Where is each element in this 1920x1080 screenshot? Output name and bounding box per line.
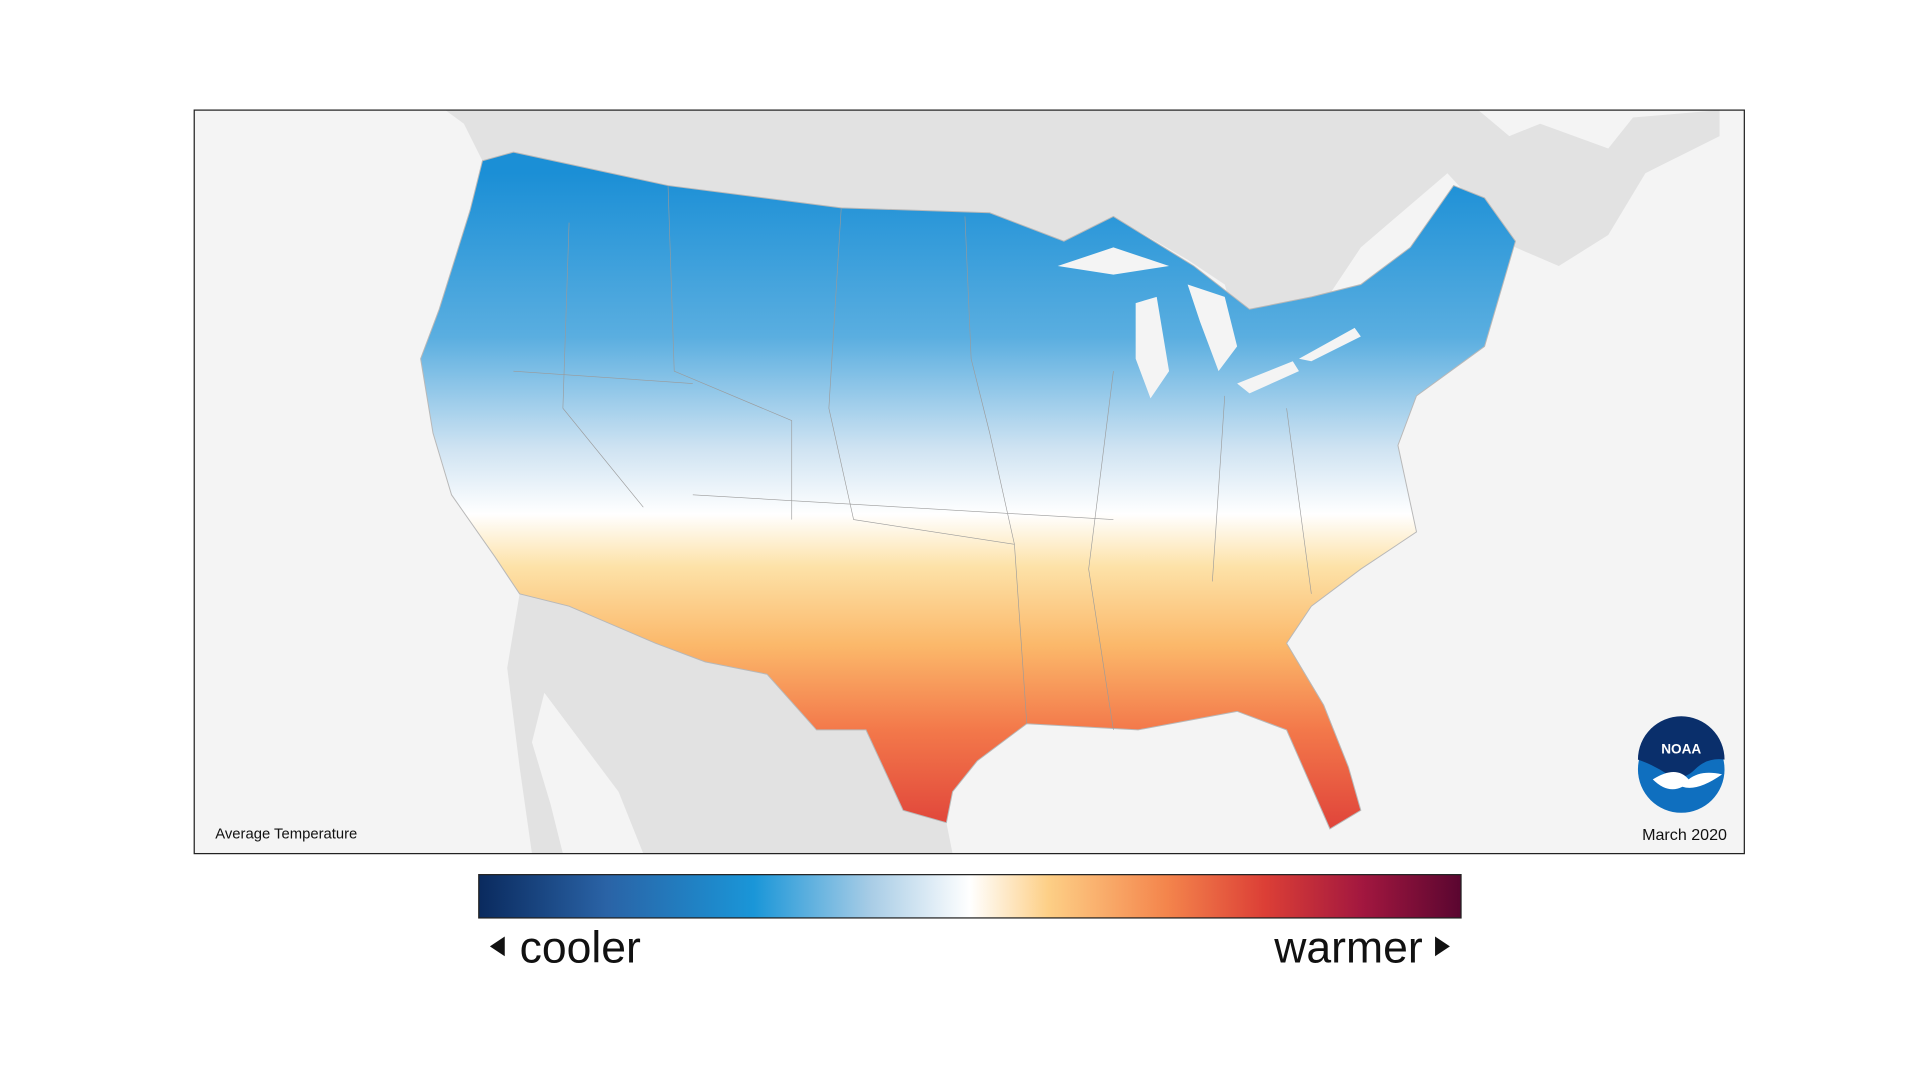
map-label: Average Temperature xyxy=(215,827,357,843)
warmer-arrow xyxy=(1435,936,1450,957)
canada-land xyxy=(445,110,1720,372)
logo-bird xyxy=(1652,771,1723,790)
color-scale xyxy=(478,874,1462,919)
great-lakes xyxy=(1057,247,1361,399)
legend-low-label: cooler xyxy=(520,923,641,972)
cooler-arrow xyxy=(489,936,505,957)
usa-temperature xyxy=(420,151,1517,830)
legend-high-label: warmer xyxy=(1273,923,1423,972)
logo-text: NOAA xyxy=(1661,741,1701,756)
map-area xyxy=(194,110,1745,854)
logo-top xyxy=(1637,716,1725,778)
map-date: March 2020 xyxy=(1642,826,1727,844)
mexico-land xyxy=(507,593,953,854)
state-borders xyxy=(513,185,1312,730)
map-frame xyxy=(193,109,1745,855)
noaa-logo: NOAA xyxy=(1637,716,1725,813)
